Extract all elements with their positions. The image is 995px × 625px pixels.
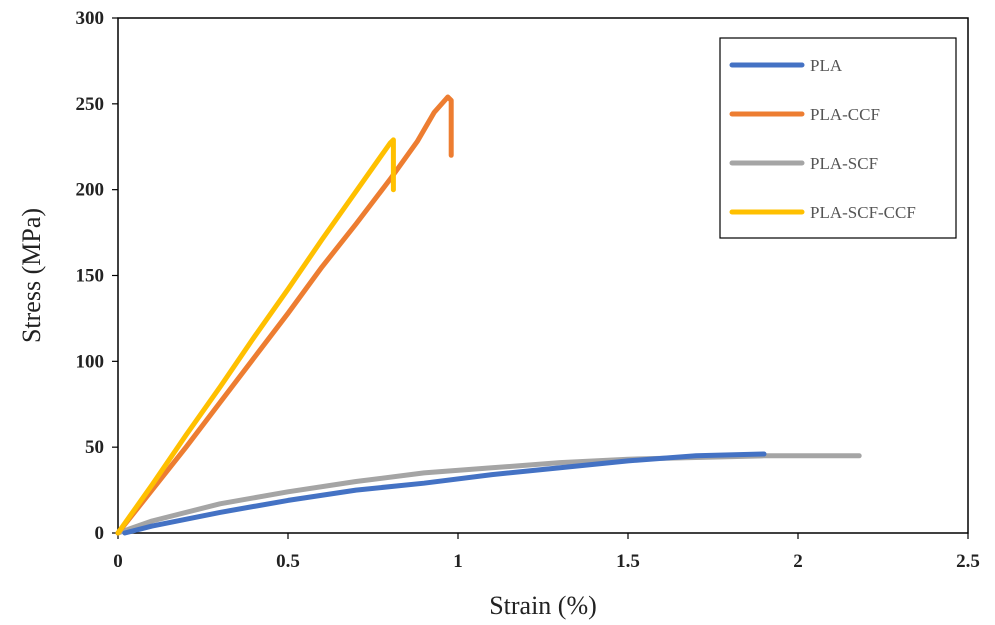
y-axis-title: Stress (MPa) <box>17 208 46 343</box>
x-tick-label: 2.5 <box>956 551 980 572</box>
series-line-pla-scf <box>115 453 862 536</box>
legend-label-pla: PLA <box>810 56 843 75</box>
legend-label-pla-scf-ccf: PLA-SCF-CCF <box>810 203 916 222</box>
x-tick-label: 1.5 <box>616 551 640 572</box>
data-series <box>115 94 862 536</box>
legend-label-pla-scf: PLA-SCF <box>810 154 878 173</box>
series-line-pla-scf-ccf <box>115 137 396 536</box>
y-tick-label: 200 <box>76 180 105 201</box>
legend: PLA PLA-CCF PLA-SCF PLA-SCF-CCF <box>719 37 957 239</box>
axes: 0 0.5 1 1.5 2 2.5 0 50 100 150 200 250 300 <box>76 8 980 572</box>
x-tick-label: 2 <box>793 551 803 572</box>
legend-label-pla-ccf: PLA-CCF <box>810 105 880 124</box>
x-axis-title: Strain (%) <box>489 591 597 620</box>
x-tick-label: 0.5 <box>276 551 300 572</box>
y-tick-label: 100 <box>76 351 105 372</box>
legend-box <box>719 37 957 239</box>
y-tick-label: 0 <box>95 523 105 544</box>
y-tick-label: 50 <box>85 437 104 458</box>
x-tick-label: 0 <box>113 551 123 572</box>
y-tick-label: 150 <box>76 266 105 287</box>
series-line-pla-ccf <box>115 94 454 536</box>
y-tick-label: 300 <box>76 8 105 29</box>
y-tick-label: 250 <box>76 94 105 115</box>
x-tick-label: 1 <box>453 551 463 572</box>
series-line-pla <box>122 451 767 536</box>
